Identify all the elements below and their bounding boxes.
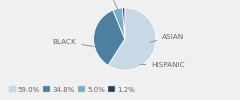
Legend: 59.0%, 34.8%, 5.0%, 1.2%: 59.0%, 34.8%, 5.0%, 1.2% [6,84,138,96]
Wedge shape [108,8,156,70]
Text: WHITE: WHITE [98,0,122,10]
Wedge shape [122,8,125,39]
Text: ASIAN: ASIAN [150,34,185,42]
Text: HISPANIC: HISPANIC [140,62,185,68]
Text: BLACK: BLACK [53,39,94,46]
Wedge shape [113,8,125,39]
Wedge shape [94,10,125,65]
